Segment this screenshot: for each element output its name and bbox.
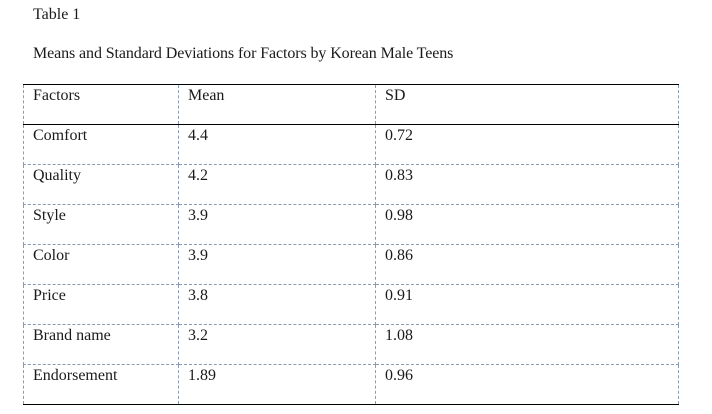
factor-cell: Quality: [23, 164, 179, 205]
sd-cell: 0.86: [375, 244, 679, 285]
factor-cell: Brand name: [23, 324, 179, 365]
mean-cell: 3.2: [178, 324, 376, 365]
column-header-sd: SD: [375, 84, 679, 125]
factor-cell: Endorsement: [23, 364, 179, 405]
mean-cell: 4.2: [178, 164, 376, 205]
mean-cell: 3.9: [178, 244, 376, 285]
table-row: Comfort 4.4 0.72: [23, 124, 679, 165]
column-header-mean: Mean: [178, 84, 376, 125]
sd-cell: 0.96: [375, 364, 679, 405]
factor-cell: Price: [23, 284, 179, 325]
mean-cell: 1.89: [178, 364, 376, 405]
table-row: Quality 4.2 0.83: [23, 164, 679, 205]
table-row: Color 3.9 0.86: [23, 244, 679, 285]
sd-cell: 0.72: [375, 124, 679, 165]
table-row: Price 3.8 0.91: [23, 284, 679, 325]
sd-cell: 0.98: [375, 204, 679, 245]
table-label: Table 1: [33, 6, 81, 23]
column-header-factors: Factors: [23, 84, 179, 125]
sd-cell: 1.08: [375, 324, 679, 365]
table-header-row: Factors Mean SD: [23, 84, 679, 125]
table-row: Brand name 3.2 1.08: [23, 324, 679, 365]
means-sd-table: Factors Mean SD Comfort 4.4 0.72 Quality…: [23, 84, 679, 405]
mean-cell: 3.8: [178, 284, 376, 325]
factor-cell: Color: [23, 244, 179, 285]
table-row: Endorsement 1.89 0.96: [23, 364, 679, 405]
mean-cell: 3.9: [178, 204, 376, 245]
sd-cell: 0.83: [375, 164, 679, 205]
table-row: Style 3.9 0.98: [23, 204, 679, 245]
sd-cell: 0.91: [375, 284, 679, 325]
mean-cell: 4.4: [178, 124, 376, 165]
factor-cell: Style: [23, 204, 179, 245]
table-caption: Means and Standard Deviations for Factor…: [33, 45, 454, 62]
factor-cell: Comfort: [23, 124, 179, 165]
